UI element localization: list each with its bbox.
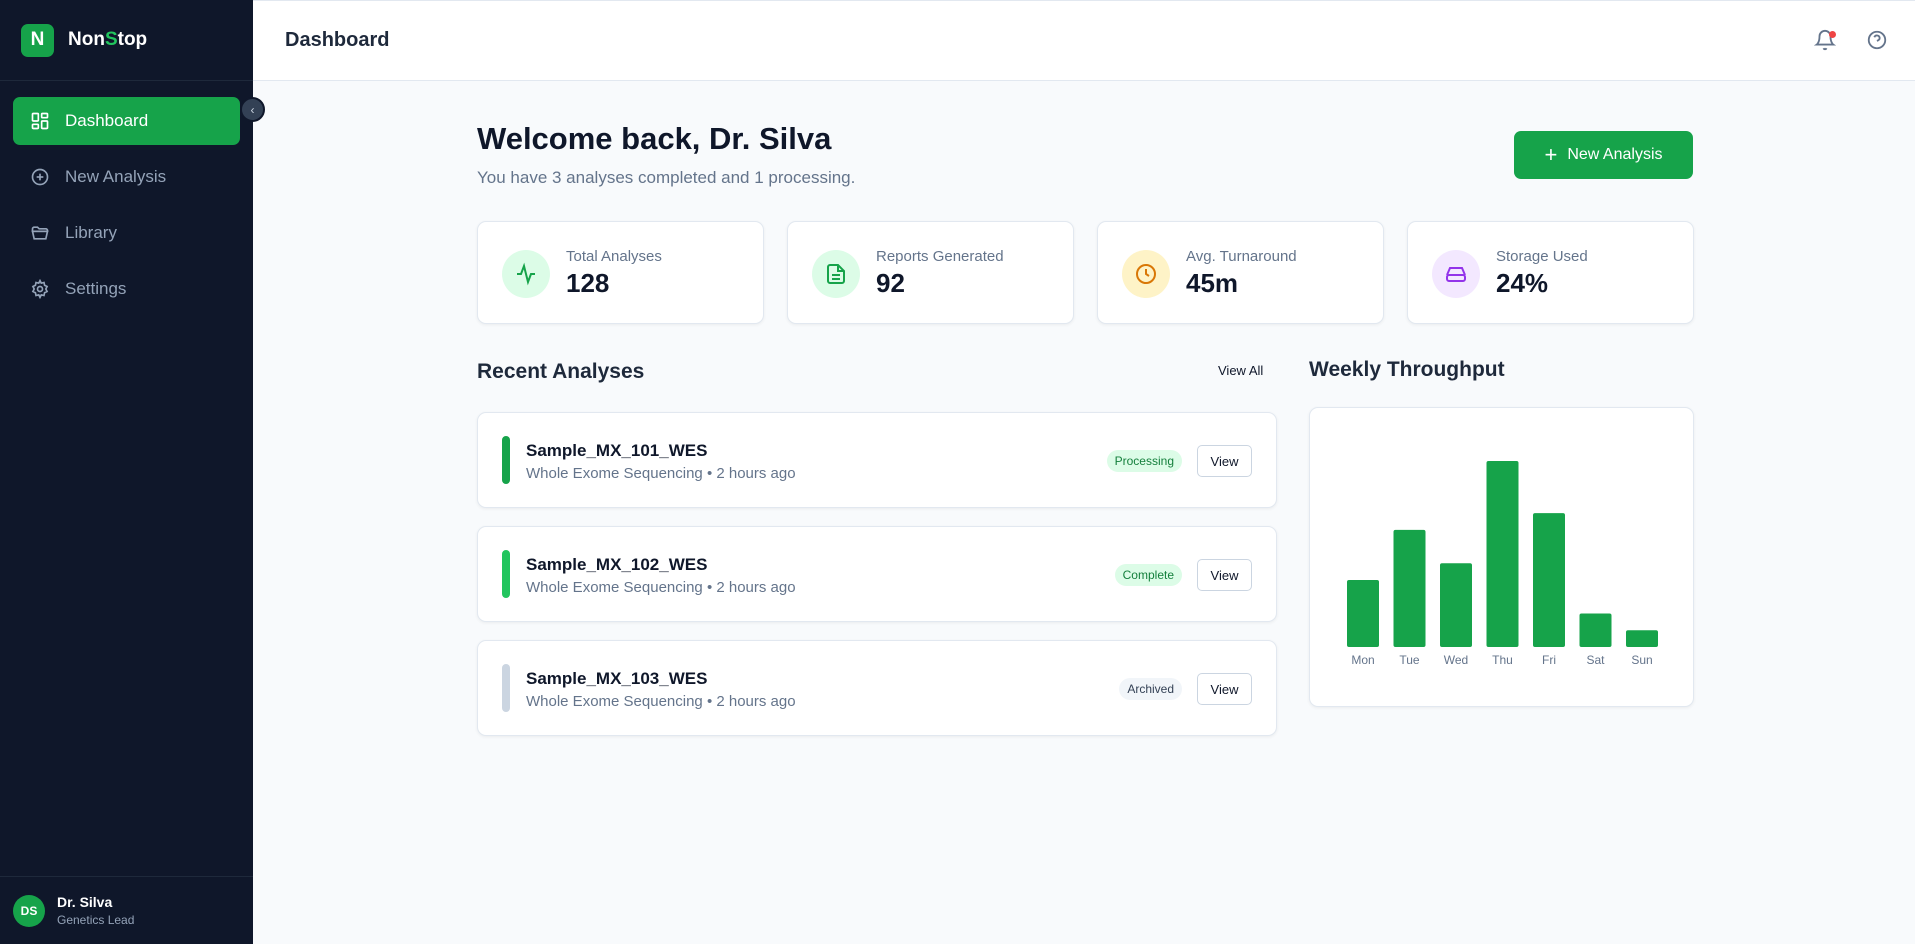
activity-icon: [502, 250, 550, 298]
chevron-left-icon: ‹: [250, 102, 255, 117]
avatar: DS: [13, 894, 45, 927]
sidebar-item-library[interactable]: Library: [13, 209, 240, 257]
sidebar-item-label: Dashboard: [65, 111, 149, 130]
status-badge: Complete: [1114, 564, 1182, 586]
view-button[interactable]: View: [1197, 559, 1252, 591]
tick-label-fri: Fri: [1542, 653, 1556, 667]
brand[interactable]: N NonStop: [0, 0, 253, 81]
sidebar-item-settings[interactable]: Settings: [13, 265, 240, 313]
stat-label: Total Analyses: [566, 248, 662, 265]
sidebar-item-label: Library: [65, 223, 117, 242]
brand-name-part: Non: [68, 29, 105, 50]
help-icon: [1867, 30, 1887, 50]
new-analysis-button[interactable]: + New Analysis: [1514, 131, 1693, 179]
tick-label-tue: Tue: [1399, 653, 1420, 667]
analysis-name: Sample_MX_102_WES: [526, 555, 708, 574]
sidebar-item-label: New Analysis: [65, 167, 167, 186]
tick-label-mon: Mon: [1351, 653, 1374, 667]
status-badge: Archived: [1119, 678, 1182, 700]
sidebar: N NonStop Dashboard New Analysis Library: [0, 0, 253, 944]
welcome-subtitle: You have 3 analyses completed and 1 proc…: [477, 168, 856, 187]
analysis-card: Sample_MX_102_WES Whole Exome Sequencing…: [477, 526, 1277, 622]
bar-thu[interactable]: [1486, 461, 1519, 647]
page-title: Dashboard: [285, 29, 390, 51]
new-analysis-label: New Analysis: [1567, 146, 1663, 163]
brand-name-accent: S: [104, 29, 118, 50]
view-button[interactable]: View: [1197, 445, 1252, 477]
gear-icon: [30, 279, 50, 299]
bar-fri[interactable]: [1533, 513, 1565, 647]
sidebar-item-dashboard[interactable]: Dashboard: [13, 97, 240, 145]
brand-name-part: top: [117, 29, 148, 50]
bar-sat[interactable]: [1579, 613, 1612, 647]
bar-mon[interactable]: [1347, 580, 1379, 647]
user-info: Dr. Silva Genetics Lead: [57, 894, 134, 927]
user-profile[interactable]: DS Dr. Silva Genetics Lead: [0, 876, 253, 944]
bar-wed[interactable]: [1440, 563, 1472, 647]
weekly-throughput-chart: Mon Tue Wed Thu Fri Sat Sun: [1309, 407, 1694, 707]
plus-circle-icon: [30, 167, 50, 187]
bar-chart: Mon Tue Wed Thu Fri Sat Sun: [1347, 461, 1658, 667]
notification-dot: [1829, 31, 1836, 38]
folder-icon: [30, 223, 50, 243]
clock-icon: [1122, 250, 1170, 298]
analysis-meta: Whole Exome Sequencing • 2 hours ago: [526, 579, 796, 596]
tick-label-sun: Sun: [1631, 653, 1652, 667]
status-indicator: [502, 664, 510, 712]
stat-value: 24%: [1496, 268, 1549, 298]
user-name: Dr. Silva: [57, 894, 113, 910]
stat-label: Avg. Turnaround: [1186, 248, 1297, 265]
top-header: Dashboard: [253, 0, 1915, 81]
tick-label-sat: Sat: [1586, 653, 1605, 667]
brand-logo: N: [21, 23, 54, 57]
bell-icon: [1813, 30, 1837, 51]
stat-value: 128: [566, 268, 610, 298]
weekly-throughput-title: Weekly Throughput: [1309, 358, 1505, 381]
plus-icon: +: [1544, 142, 1558, 167]
stat-value: 45m: [1186, 268, 1239, 298]
brand-name: NonStop: [68, 29, 147, 51]
analysis-card: Sample_MX_103_WES Whole Exome Sequencing…: [477, 640, 1277, 736]
stat-card-reports-generated: Reports Generated 92: [787, 221, 1074, 324]
status-indicator: [502, 436, 510, 484]
sidebar-item-label: Settings: [65, 279, 127, 298]
welcome-title: Welcome back, Dr. Silva: [477, 121, 832, 156]
stat-card-storage-used: Storage Used 24%: [1407, 221, 1694, 324]
stat-value: 92: [876, 268, 905, 298]
bar-tue[interactable]: [1393, 529, 1426, 647]
analysis-name: Sample_MX_101_WES: [526, 441, 708, 460]
tick-label-thu: Thu: [1492, 653, 1513, 667]
hard-drive-icon: [1432, 250, 1480, 298]
document-icon: [812, 250, 860, 298]
analysis-meta: Whole Exome Sequencing • 2 hours ago: [526, 693, 796, 710]
recent-analyses-title: Recent Analyses: [477, 360, 645, 383]
stat-label: Storage Used: [1496, 248, 1588, 265]
stat-label: Reports Generated: [876, 248, 1004, 265]
notifications-button[interactable]: [1813, 29, 1838, 53]
analysis-card: Sample_MX_101_WES Whole Exome Sequencing…: [477, 412, 1277, 508]
view-all-link[interactable]: View All: [1218, 363, 1264, 378]
analysis-name: Sample_MX_103_WES: [526, 669, 708, 688]
analysis-meta: Whole Exome Sequencing • 2 hours ago: [526, 465, 796, 482]
stat-card-total-analyses: Total Analyses 128: [477, 221, 764, 324]
view-button[interactable]: View: [1197, 673, 1252, 705]
dashboard-icon: [30, 111, 50, 131]
bar-sun[interactable]: [1626, 630, 1658, 647]
sidebar-item-new-analysis[interactable]: New Analysis: [13, 153, 240, 201]
sidebar-nav: Dashboard New Analysis Library Settings: [0, 81, 253, 337]
tick-label-wed: Wed: [1444, 653, 1468, 667]
help-button[interactable]: [1866, 29, 1890, 53]
collapse-sidebar-button[interactable]: ‹: [240, 97, 265, 122]
status-badge: Processing: [1106, 450, 1182, 472]
status-indicator: [502, 550, 510, 598]
user-role: Genetics Lead: [57, 913, 135, 927]
stat-card-avg-turnaround: Avg. Turnaround 45m: [1097, 221, 1384, 324]
